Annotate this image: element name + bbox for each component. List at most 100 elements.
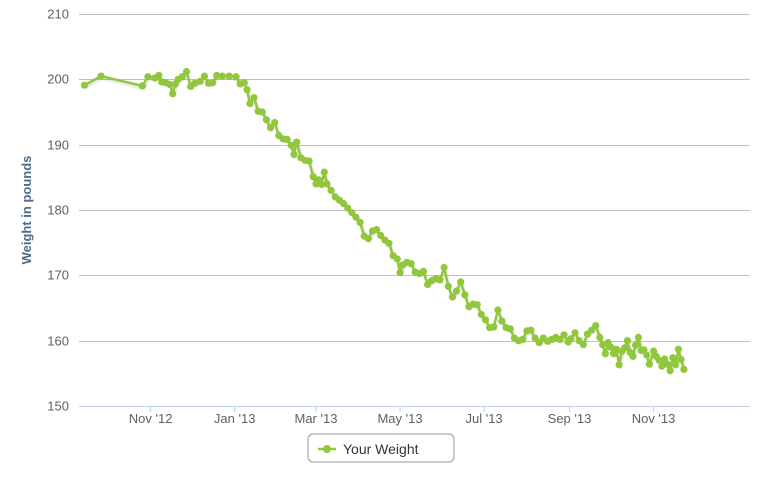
data-point[interactable]	[645, 360, 654, 368]
data-point[interactable]	[200, 72, 208, 80]
data-point[interactable]	[293, 138, 301, 146]
data-point[interactable]	[178, 73, 186, 81]
data-point[interactable]	[674, 345, 683, 353]
data-point[interactable]	[166, 81, 174, 89]
data-point[interactable]	[615, 361, 623, 369]
data-point[interactable]	[596, 333, 604, 341]
data-point[interactable]	[444, 282, 452, 290]
data-point[interactable]	[527, 326, 535, 334]
data-point[interactable]	[250, 94, 258, 102]
data-point[interactable]	[477, 310, 485, 319]
data-point[interactable]	[490, 323, 498, 331]
data-point[interactable]	[240, 79, 248, 87]
data-point[interactable]	[461, 291, 469, 299]
data-point[interactable]	[457, 278, 465, 286]
series-your-weight[interactable]	[80, 67, 688, 375]
data-point[interactable]	[393, 255, 401, 263]
data-point[interactable]	[225, 72, 233, 80]
data-point[interactable]	[144, 73, 152, 81]
data-point[interactable]	[663, 360, 671, 368]
data-point[interactable]	[623, 337, 632, 345]
data-point[interactable]	[506, 325, 514, 333]
data-point[interactable]	[320, 168, 328, 176]
data-point[interactable]	[680, 365, 688, 373]
data-point[interactable]	[666, 367, 674, 375]
data-point[interactable]	[97, 72, 105, 80]
data-point[interactable]	[356, 218, 364, 226]
data-point[interactable]	[672, 361, 680, 369]
data-point[interactable]	[373, 226, 381, 234]
data-point[interactable]	[169, 90, 177, 98]
data-point[interactable]	[213, 71, 221, 79]
data-point[interactable]	[607, 343, 615, 351]
data-point[interactable]	[317, 180, 326, 189]
data-point[interactable]	[481, 316, 490, 324]
data-point[interactable]	[209, 79, 217, 87]
data-point[interactable]	[632, 341, 640, 349]
data-point[interactable]	[448, 293, 456, 301]
data-point[interactable]	[309, 173, 317, 181]
data-point[interactable]	[556, 335, 564, 343]
data-point[interactable]	[271, 118, 279, 127]
data-point[interactable]	[677, 356, 685, 364]
data-point[interactable]	[452, 287, 461, 295]
legend[interactable]: Your Weight	[307, 433, 455, 463]
data-point[interactable]	[352, 213, 360, 221]
data-point[interactable]	[266, 124, 275, 132]
data-point[interactable]	[218, 72, 226, 80]
data-point[interactable]	[344, 204, 352, 212]
data-point[interactable]	[592, 322, 600, 330]
data-point[interactable]	[385, 239, 393, 247]
data-point[interactable]	[305, 157, 313, 165]
data-point[interactable]	[498, 317, 506, 325]
data-point[interactable]	[579, 341, 587, 349]
data-point[interactable]	[519, 335, 527, 343]
data-point[interactable]	[419, 267, 428, 275]
data-point[interactable]	[262, 116, 270, 124]
data-point[interactable]	[138, 82, 146, 90]
data-point[interactable]	[191, 79, 199, 87]
data-point[interactable]	[655, 356, 663, 364]
legend-box[interactable]	[307, 433, 455, 463]
data-point[interactable]	[601, 350, 609, 358]
data-point[interactable]	[494, 306, 502, 314]
data-point[interactable]	[327, 186, 335, 194]
y-tick-label: 170	[47, 268, 69, 283]
data-point[interactable]	[287, 141, 295, 149]
data-point[interactable]	[339, 199, 348, 208]
data-point[interactable]	[283, 135, 291, 143]
data-point[interactable]	[440, 263, 448, 272]
data-point[interactable]	[80, 81, 89, 89]
data-point[interactable]	[612, 345, 621, 353]
data-point[interactable]	[669, 354, 677, 362]
data-point[interactable]	[643, 351, 651, 359]
data-point[interactable]	[629, 352, 637, 360]
data-point[interactable]	[473, 301, 481, 309]
data-point[interactable]	[377, 231, 385, 240]
data-point[interactable]	[290, 150, 298, 159]
data-point[interactable]	[364, 235, 372, 243]
data-point[interactable]	[567, 335, 575, 343]
legend-swatch-marker	[323, 445, 331, 453]
data-point[interactable]	[396, 269, 404, 277]
data-point[interactable]	[588, 326, 596, 334]
data-point[interactable]	[155, 71, 163, 79]
data-point[interactable]	[323, 180, 331, 188]
data-point[interactable]	[258, 108, 266, 116]
data-point[interactable]	[621, 344, 629, 352]
data-point[interactable]	[560, 331, 568, 339]
data-point[interactable]	[196, 77, 204, 85]
data-point[interactable]	[634, 333, 643, 341]
data-point[interactable]	[246, 99, 254, 108]
data-point[interactable]	[571, 329, 579, 337]
data-point[interactable]	[407, 260, 415, 268]
data-point[interactable]	[243, 86, 251, 94]
data-point[interactable]	[232, 73, 240, 81]
data-point[interactable]	[658, 362, 666, 370]
data-point[interactable]	[348, 209, 356, 217]
data-point[interactable]	[182, 67, 191, 76]
data-point[interactable]	[599, 341, 607, 349]
data-point[interactable]	[436, 276, 444, 284]
